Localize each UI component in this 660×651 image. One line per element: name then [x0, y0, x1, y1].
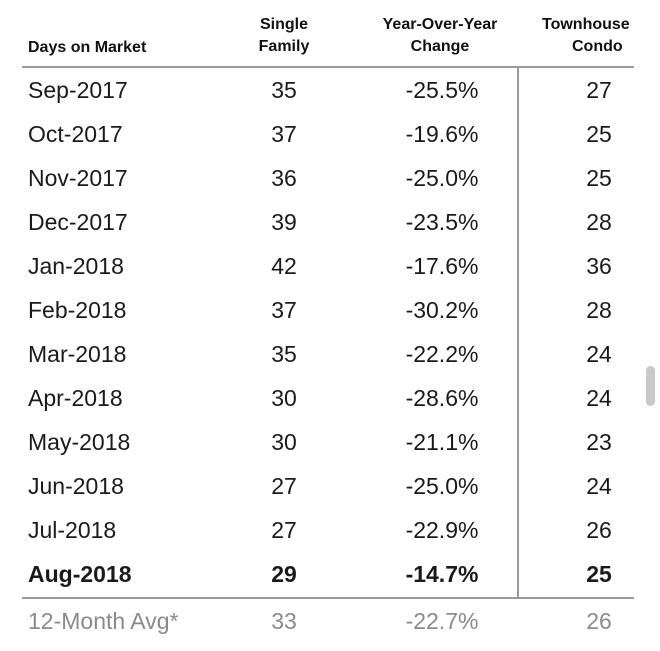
- table-row: Mar-2018 35 -22.2% 24: [22, 332, 634, 376]
- days-on-market-table: Days on Market Single Family Year-Over-Y…: [22, 0, 640, 651]
- cell-yoy: -14.7%: [405, 561, 479, 587]
- cell-month: May-2018: [28, 429, 131, 455]
- cell-yoy: -22.2%: [405, 341, 479, 367]
- cell-single-family: 35: [271, 341, 297, 367]
- average-row: 12-Month Avg* 33 -22.7% 26: [22, 599, 634, 643]
- cell-single-family: 30: [271, 385, 297, 411]
- cell-yoy: -22.9%: [405, 517, 479, 543]
- cell-yoy: -17.6%: [405, 253, 479, 279]
- cell-month: Dec-2017: [28, 209, 128, 235]
- cell-yoy: -23.5%: [405, 209, 479, 235]
- cell-yoy: -25.0%: [405, 473, 479, 499]
- cell-avg-townhouse: 26: [586, 608, 612, 634]
- cell-month: Feb-2018: [28, 297, 127, 323]
- cell-month: Aug-2018: [28, 561, 132, 587]
- cell-townhouse: 28: [586, 209, 612, 235]
- cell-townhouse: 25: [586, 561, 612, 587]
- footer-divider: [22, 597, 634, 599]
- header-single-family-line2: Family: [258, 38, 310, 55]
- header-townhouse-line2: Condo: [572, 38, 623, 55]
- cell-townhouse: 23: [586, 429, 612, 455]
- cell-month: Jan-2018: [28, 253, 124, 279]
- cell-month: Apr-2018: [28, 385, 123, 411]
- table-row: Jan-2018 42 -17.6% 36: [22, 244, 634, 288]
- cell-yoy: -25.0%: [405, 165, 479, 191]
- cell-yoy: -30.2%: [405, 297, 479, 323]
- table-row: May-2018 30 -21.1% 23: [22, 420, 634, 464]
- cell-single-family: 36: [271, 165, 297, 191]
- table-row: Nov-2017 36 -25.0% 25: [22, 156, 634, 200]
- cell-month: Jun-2018: [28, 473, 124, 499]
- header-yoy-change: Year-Over-Year Change: [370, 14, 510, 58]
- table-row-current: Aug-2018 29 -14.7% 25: [22, 552, 634, 596]
- header-townhouse-line1: Townhouse: [542, 16, 630, 33]
- table-row: Sep-2017 35 -25.5% 27: [22, 68, 634, 112]
- cell-townhouse: 28: [586, 297, 612, 323]
- cell-month: Mar-2018: [28, 341, 127, 367]
- cell-month: Jul-2018: [28, 517, 117, 543]
- cell-townhouse: 36: [586, 253, 612, 279]
- cell-single-family: 27: [271, 473, 297, 499]
- cell-townhouse: 25: [586, 121, 612, 147]
- cell-single-family: 27: [271, 517, 297, 543]
- cell-townhouse: 25: [586, 165, 612, 191]
- cell-townhouse: 24: [586, 341, 612, 367]
- cell-townhouse: 24: [586, 385, 612, 411]
- cell-single-family: 37: [271, 297, 297, 323]
- cell-yoy: -19.6%: [405, 121, 479, 147]
- table-row: Jul-2018 27 -22.9% 26: [22, 508, 634, 552]
- table-row: Dec-2017 39 -23.5% 28: [22, 200, 634, 244]
- cell-month: Nov-2017: [28, 165, 128, 191]
- cell-single-family: 29: [271, 561, 297, 587]
- cell-townhouse: 26: [586, 517, 612, 543]
- header-single-family: Single Family: [254, 14, 314, 58]
- table-row: Apr-2018 30 -28.6% 24: [22, 376, 634, 420]
- header-yoy-line2: Change: [410, 38, 470, 55]
- header-days-on-market: Days on Market: [28, 39, 147, 56]
- cell-month: Oct-2017: [28, 121, 123, 147]
- header-yoy-line1: Year-Over-Year: [382, 16, 498, 33]
- cell-single-family: 35: [271, 77, 297, 103]
- cell-avg-yoy: -22.7%: [405, 608, 479, 634]
- cell-avg-single-family: 33: [271, 608, 297, 634]
- scrollbar-thumb[interactable]: [646, 366, 655, 406]
- cell-single-family: 37: [271, 121, 297, 147]
- cell-single-family: 39: [271, 209, 297, 235]
- header-townhouse-condo: Townhouse Condo: [542, 14, 642, 58]
- cell-townhouse: 27: [586, 77, 612, 103]
- table-row: Jun-2018 27 -25.0% 24: [22, 464, 634, 508]
- cell-month: Sep-2017: [28, 77, 128, 103]
- column-divider: [517, 68, 519, 597]
- cell-yoy: -25.5%: [405, 77, 479, 103]
- cell-avg-label: 12-Month Avg*: [28, 608, 179, 634]
- cell-yoy: -21.1%: [405, 429, 479, 455]
- table-row: Feb-2018 37 -30.2% 28: [22, 288, 634, 332]
- cell-townhouse: 24: [586, 473, 612, 499]
- cell-single-family: 30: [271, 429, 297, 455]
- header-divider: [22, 66, 634, 68]
- cell-yoy: -28.6%: [405, 385, 479, 411]
- table-row: Oct-2017 37 -19.6% 25: [22, 112, 634, 156]
- header-single-family-line1: Single: [259, 16, 308, 33]
- cell-single-family: 42: [271, 253, 297, 279]
